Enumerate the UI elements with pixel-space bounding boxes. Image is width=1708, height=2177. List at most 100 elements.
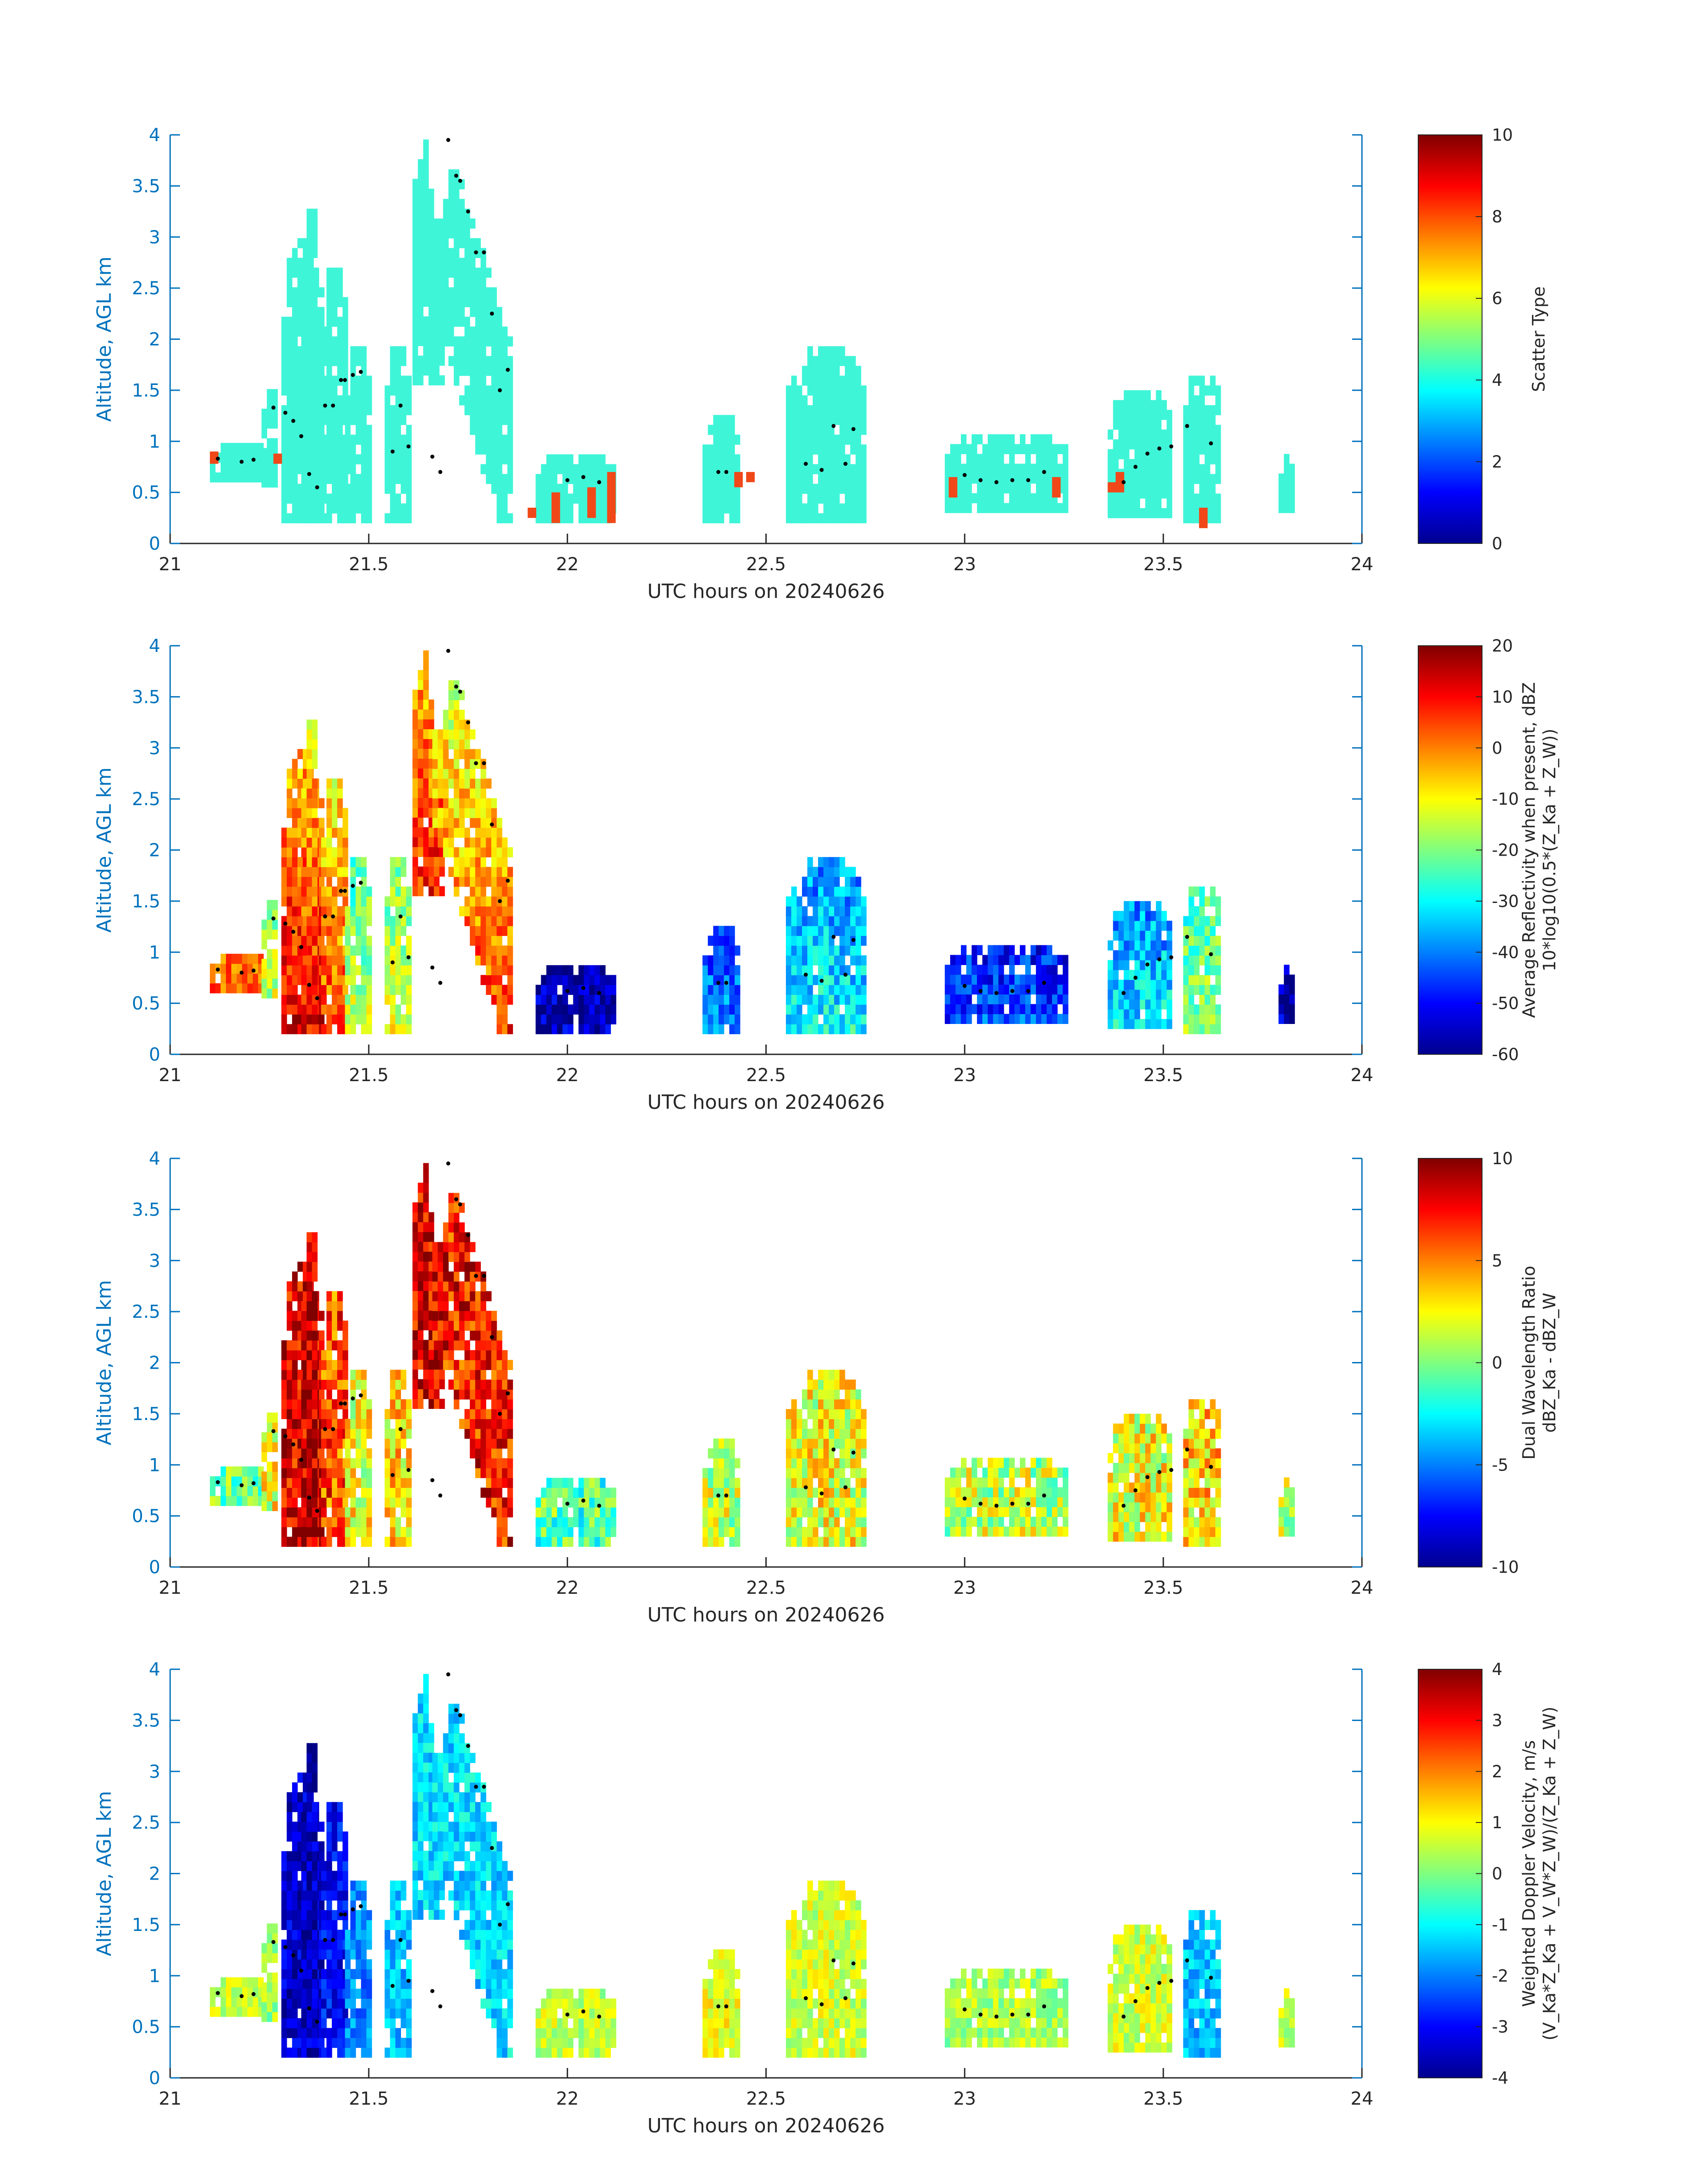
data-cell xyxy=(470,218,476,229)
data-cell xyxy=(253,1466,259,1477)
data-cell xyxy=(1194,415,1200,425)
centroid-point xyxy=(454,174,459,178)
data-cell xyxy=(497,503,502,514)
data-cell xyxy=(326,405,332,415)
data-cell xyxy=(839,867,845,877)
data-cell xyxy=(480,258,486,268)
data-cell xyxy=(724,444,730,455)
data-cell xyxy=(600,1527,606,1537)
data-cell xyxy=(306,1232,313,1242)
data-cell xyxy=(818,444,824,455)
data-cell xyxy=(802,435,808,445)
data-cell xyxy=(610,1004,617,1015)
data-cell xyxy=(332,1488,338,1498)
data-cell xyxy=(355,886,362,897)
data-cell xyxy=(797,965,802,975)
data-cell xyxy=(802,366,808,376)
data-cell xyxy=(432,798,438,808)
centroid-point xyxy=(398,403,403,408)
centroid-point xyxy=(291,419,296,423)
data-cell xyxy=(306,1004,313,1015)
data-cell xyxy=(845,395,851,405)
data-cell xyxy=(708,503,714,514)
data-cell xyxy=(332,1517,338,1527)
data-cell xyxy=(502,1497,508,1508)
data-cell xyxy=(438,258,443,268)
data-cell xyxy=(610,1497,617,1508)
data-cell xyxy=(594,464,601,474)
data-cell xyxy=(1019,473,1026,484)
x-tick-label: 21 xyxy=(159,554,182,575)
y-axis-label: Altitude, AGL km xyxy=(93,767,116,932)
data-cell xyxy=(573,985,579,995)
y-tick-label: 1 xyxy=(149,431,160,452)
data-cell xyxy=(464,1281,470,1291)
data-cell xyxy=(448,199,454,209)
data-cell xyxy=(432,1242,438,1252)
data-cell xyxy=(345,965,351,975)
data-cell xyxy=(791,405,797,415)
data-cell xyxy=(297,1517,303,1527)
data-cell-orange xyxy=(948,477,957,498)
data-cell xyxy=(448,1330,454,1341)
data-cell xyxy=(480,297,486,307)
data-cell xyxy=(573,975,579,985)
data-cell xyxy=(321,1419,327,1429)
data-cell xyxy=(253,1486,259,1496)
data-cell xyxy=(1129,478,1135,489)
data-cell xyxy=(459,218,465,229)
data-cell xyxy=(491,405,497,415)
data-cell xyxy=(434,1359,440,1370)
data-cell xyxy=(502,1389,508,1400)
data-cell xyxy=(1150,930,1157,941)
data-cell xyxy=(1025,955,1031,965)
data-cell xyxy=(226,472,232,483)
data-cell xyxy=(1140,449,1146,460)
data-cell xyxy=(1183,405,1189,415)
data-cell xyxy=(301,867,307,877)
data-cell xyxy=(312,945,318,956)
data-cell xyxy=(261,428,267,439)
data-cell xyxy=(287,945,292,956)
data-cell xyxy=(502,926,508,936)
data-cell xyxy=(454,1399,459,1409)
data-cell xyxy=(480,317,486,327)
centroid-point xyxy=(1145,451,1150,456)
data-cell xyxy=(724,1004,730,1015)
data-cell xyxy=(718,484,724,494)
data-cell xyxy=(1140,901,1146,911)
data-cell xyxy=(401,975,406,985)
data-cell xyxy=(350,906,356,916)
data-cell xyxy=(253,1496,259,1506)
data-cell xyxy=(306,994,313,1005)
data-cell xyxy=(337,945,343,956)
data-cell xyxy=(470,425,476,435)
data-cell xyxy=(1057,503,1063,513)
data-cell xyxy=(1161,911,1167,921)
data-cell xyxy=(718,503,724,514)
data-cell xyxy=(971,965,977,975)
data-cell xyxy=(342,1389,348,1400)
data-cell xyxy=(813,385,819,396)
data-cell xyxy=(292,493,298,504)
data-cell xyxy=(480,1399,486,1409)
data-cell xyxy=(350,464,356,474)
data-cell xyxy=(406,435,412,445)
data-cell xyxy=(412,748,418,759)
data-cell xyxy=(350,385,356,396)
data-cell xyxy=(497,395,502,405)
data-cell xyxy=(475,886,481,897)
data-cell xyxy=(839,906,845,916)
data-cell xyxy=(231,973,237,984)
data-cell xyxy=(977,965,983,975)
data-cell xyxy=(312,798,318,808)
data-cell xyxy=(1003,1014,1010,1024)
data-cell xyxy=(578,1517,585,1527)
data-cell xyxy=(1215,955,1221,965)
data-cell xyxy=(312,1271,318,1282)
data-cell xyxy=(297,346,303,356)
data-cell xyxy=(861,916,867,926)
data-cell xyxy=(1118,950,1124,961)
centroid-point xyxy=(216,456,220,461)
data-cell xyxy=(1183,1024,1189,1034)
